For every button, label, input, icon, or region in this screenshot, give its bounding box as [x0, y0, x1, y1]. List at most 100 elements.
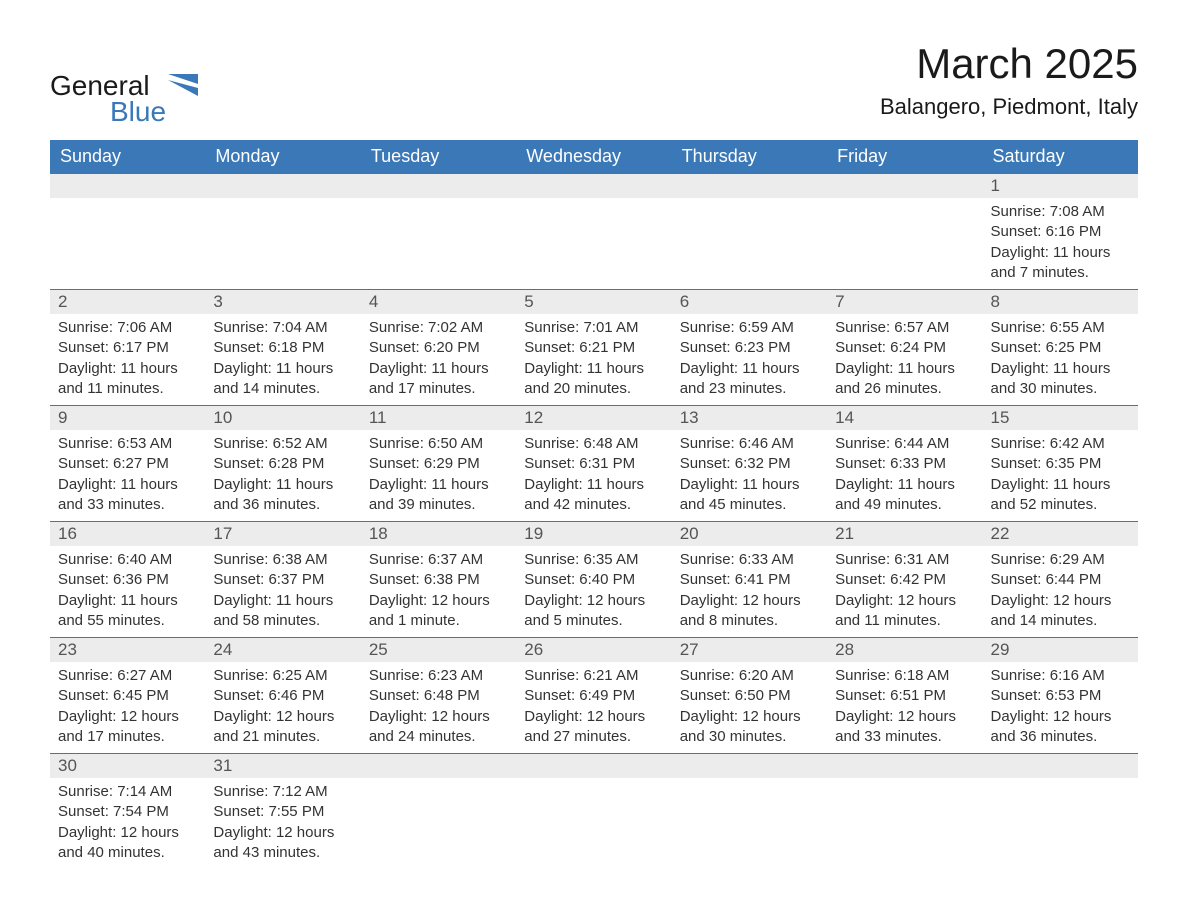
day-details: Sunrise: 6:52 AMSunset: 6:28 PMDaylight:… — [205, 430, 360, 521]
calendar-day-cell — [361, 174, 516, 290]
header: General Blue March 2025 Balangero, Piedm… — [50, 40, 1138, 128]
day-sunrise: Sunrise: 6:44 AM — [835, 434, 974, 454]
day-daylight1: Daylight: 12 hours — [58, 823, 197, 843]
day-sunrise: Sunrise: 6:57 AM — [835, 318, 974, 338]
day-number: 12 — [516, 406, 671, 430]
day-sunrise: Sunrise: 6:50 AM — [369, 434, 508, 454]
day-details: Sunrise: 6:53 AMSunset: 6:27 PMDaylight:… — [50, 430, 205, 521]
day-number — [983, 754, 1138, 778]
day-details: Sunrise: 6:27 AMSunset: 6:45 PMDaylight:… — [50, 662, 205, 753]
weekday-header: Friday — [827, 140, 982, 174]
day-sunrise: Sunrise: 6:37 AM — [369, 550, 508, 570]
day-details: Sunrise: 6:23 AMSunset: 6:48 PMDaylight:… — [361, 662, 516, 753]
day-sunrise: Sunrise: 7:12 AM — [213, 782, 352, 802]
day-sunset: Sunset: 6:44 PM — [991, 570, 1130, 590]
day-number: 22 — [983, 522, 1138, 546]
day-sunrise: Sunrise: 7:01 AM — [524, 318, 663, 338]
day-sunset: Sunset: 6:17 PM — [58, 338, 197, 358]
day-sunset: Sunset: 6:53 PM — [991, 686, 1130, 706]
day-sunrise: Sunrise: 6:16 AM — [991, 666, 1130, 686]
weekday-header: Saturday — [983, 140, 1138, 174]
day-sunset: Sunset: 6:28 PM — [213, 454, 352, 474]
weekday-header: Sunday — [50, 140, 205, 174]
day-number: 17 — [205, 522, 360, 546]
calendar-day-cell: 9Sunrise: 6:53 AMSunset: 6:27 PMDaylight… — [50, 406, 205, 522]
calendar-day-cell: 20Sunrise: 6:33 AMSunset: 6:41 PMDayligh… — [672, 522, 827, 638]
calendar-day-cell: 28Sunrise: 6:18 AMSunset: 6:51 PMDayligh… — [827, 638, 982, 754]
day-sunset: Sunset: 6:41 PM — [680, 570, 819, 590]
calendar-day-cell: 25Sunrise: 6:23 AMSunset: 6:48 PMDayligh… — [361, 638, 516, 754]
day-sunset: Sunset: 6:21 PM — [524, 338, 663, 358]
calendar-week-row: 23Sunrise: 6:27 AMSunset: 6:45 PMDayligh… — [50, 638, 1138, 754]
calendar-day-cell: 6Sunrise: 6:59 AMSunset: 6:23 PMDaylight… — [672, 290, 827, 406]
day-sunset: Sunset: 6:36 PM — [58, 570, 197, 590]
day-details: Sunrise: 6:55 AMSunset: 6:25 PMDaylight:… — [983, 314, 1138, 405]
day-daylight1: Daylight: 12 hours — [991, 707, 1130, 727]
day-number — [205, 174, 360, 198]
calendar-day-cell: 18Sunrise: 6:37 AMSunset: 6:38 PMDayligh… — [361, 522, 516, 638]
day-daylight2: and 1 minute. — [369, 611, 508, 631]
day-sunrise: Sunrise: 6:38 AM — [213, 550, 352, 570]
day-sunset: Sunset: 6:16 PM — [991, 222, 1130, 242]
day-daylight2: and 5 minutes. — [524, 611, 663, 631]
day-number: 19 — [516, 522, 671, 546]
day-number — [827, 754, 982, 778]
day-daylight2: and 11 minutes. — [835, 611, 974, 631]
calendar-day-cell — [983, 754, 1138, 870]
day-number: 5 — [516, 290, 671, 314]
weekday-header: Monday — [205, 140, 360, 174]
day-number: 26 — [516, 638, 671, 662]
day-sunset: Sunset: 6:51 PM — [835, 686, 974, 706]
day-number — [361, 754, 516, 778]
day-daylight1: Daylight: 11 hours — [835, 475, 974, 495]
day-daylight2: and 17 minutes. — [369, 379, 508, 399]
calendar-day-cell: 13Sunrise: 6:46 AMSunset: 6:32 PMDayligh… — [672, 406, 827, 522]
day-sunset: Sunset: 6:29 PM — [369, 454, 508, 474]
day-daylight2: and 58 minutes. — [213, 611, 352, 631]
day-number — [672, 174, 827, 198]
day-daylight1: Daylight: 12 hours — [991, 591, 1130, 611]
calendar-day-cell: 24Sunrise: 6:25 AMSunset: 6:46 PMDayligh… — [205, 638, 360, 754]
day-sunrise: Sunrise: 7:06 AM — [58, 318, 197, 338]
day-sunrise: Sunrise: 6:20 AM — [680, 666, 819, 686]
calendar-day-cell — [827, 174, 982, 290]
day-details: Sunrise: 7:06 AMSunset: 6:17 PMDaylight:… — [50, 314, 205, 405]
day-details: Sunrise: 6:33 AMSunset: 6:41 PMDaylight:… — [672, 546, 827, 637]
day-sunrise: Sunrise: 6:23 AM — [369, 666, 508, 686]
day-daylight2: and 30 minutes. — [991, 379, 1130, 399]
day-sunrise: Sunrise: 6:53 AM — [58, 434, 197, 454]
calendar-day-cell: 22Sunrise: 6:29 AMSunset: 6:44 PMDayligh… — [983, 522, 1138, 638]
day-number: 8 — [983, 290, 1138, 314]
calendar-week-row: 1Sunrise: 7:08 AMSunset: 6:16 PMDaylight… — [50, 174, 1138, 290]
day-daylight1: Daylight: 11 hours — [835, 359, 974, 379]
day-number: 14 — [827, 406, 982, 430]
weekday-header-row: SundayMondayTuesdayWednesdayThursdayFrid… — [50, 140, 1138, 174]
day-details: Sunrise: 6:37 AMSunset: 6:38 PMDaylight:… — [361, 546, 516, 637]
day-number — [827, 174, 982, 198]
day-details: Sunrise: 6:57 AMSunset: 6:24 PMDaylight:… — [827, 314, 982, 405]
day-daylight2: and 14 minutes. — [991, 611, 1130, 631]
calendar-day-cell: 29Sunrise: 6:16 AMSunset: 6:53 PMDayligh… — [983, 638, 1138, 754]
logo: General Blue — [50, 40, 198, 128]
calendar-day-cell: 27Sunrise: 6:20 AMSunset: 6:50 PMDayligh… — [672, 638, 827, 754]
day-sunset: Sunset: 6:23 PM — [680, 338, 819, 358]
day-daylight1: Daylight: 12 hours — [213, 707, 352, 727]
day-sunrise: Sunrise: 6:21 AM — [524, 666, 663, 686]
day-details: Sunrise: 6:18 AMSunset: 6:51 PMDaylight:… — [827, 662, 982, 753]
day-sunrise: Sunrise: 7:04 AM — [213, 318, 352, 338]
location: Balangero, Piedmont, Italy — [880, 94, 1138, 120]
day-details: Sunrise: 6:16 AMSunset: 6:53 PMDaylight:… — [983, 662, 1138, 753]
day-sunset: Sunset: 6:27 PM — [58, 454, 197, 474]
day-number: 15 — [983, 406, 1138, 430]
day-number: 11 — [361, 406, 516, 430]
day-daylight1: Daylight: 12 hours — [835, 591, 974, 611]
day-daylight2: and 33 minutes. — [835, 727, 974, 747]
day-sunrise: Sunrise: 6:59 AM — [680, 318, 819, 338]
day-daylight1: Daylight: 12 hours — [213, 823, 352, 843]
day-number: 28 — [827, 638, 982, 662]
day-daylight2: and 45 minutes. — [680, 495, 819, 515]
day-daylight2: and 23 minutes. — [680, 379, 819, 399]
calendar-day-cell — [361, 754, 516, 870]
day-sunset: Sunset: 6:32 PM — [680, 454, 819, 474]
day-number: 13 — [672, 406, 827, 430]
